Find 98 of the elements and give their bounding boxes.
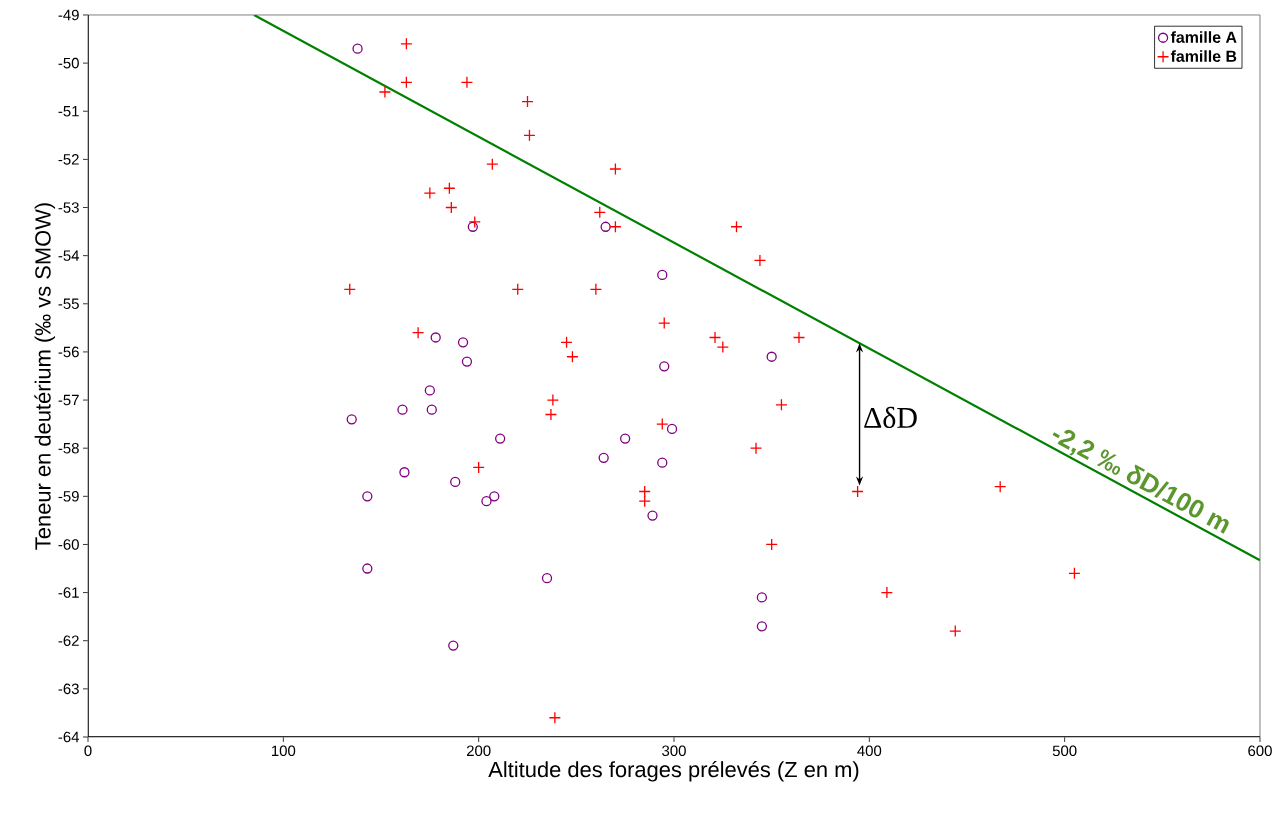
x-axis-title: Altitude des forages prélevés (Z en m) <box>488 760 859 782</box>
point <box>489 491 500 502</box>
point <box>658 316 671 330</box>
point <box>880 586 894 599</box>
point <box>481 495 492 507</box>
point <box>468 215 481 229</box>
y-tick-label: -60 <box>58 539 79 550</box>
point <box>426 404 437 415</box>
x-tick-label: 300 <box>662 745 686 757</box>
point <box>461 356 473 367</box>
y-tick-label: -49 <box>58 9 79 21</box>
point <box>399 467 410 478</box>
point <box>397 404 408 415</box>
x-tick-label: 0 <box>84 745 92 757</box>
point <box>346 414 357 425</box>
point <box>430 332 441 343</box>
point <box>589 283 603 296</box>
point <box>400 76 413 89</box>
point <box>756 592 768 603</box>
x-tick-label: 400 <box>857 745 882 757</box>
point <box>445 201 458 214</box>
point <box>638 485 651 498</box>
point <box>460 76 474 89</box>
point <box>949 624 962 638</box>
y-tick-label: -62 <box>58 635 79 646</box>
point <box>486 158 499 171</box>
point <box>593 206 606 219</box>
x-tick-label: 100 <box>272 745 296 757</box>
point <box>656 417 669 431</box>
legend-label: famille A <box>1170 31 1237 43</box>
y-tick-label: -56 <box>58 346 79 358</box>
point <box>546 393 560 407</box>
point <box>620 433 631 444</box>
y-tick-label: -52 <box>58 154 79 165</box>
point <box>362 491 373 502</box>
point <box>560 336 573 349</box>
point <box>424 385 435 396</box>
point <box>548 711 561 724</box>
legend-label: famille B <box>1170 50 1237 62</box>
point <box>775 398 788 412</box>
point <box>495 433 506 444</box>
point <box>756 621 768 632</box>
y-tick-label: -61 <box>58 587 79 598</box>
y-tick-label: -54 <box>58 250 80 261</box>
point <box>448 640 459 651</box>
point <box>457 337 469 348</box>
point <box>400 37 413 51</box>
point <box>523 129 536 142</box>
point <box>609 220 622 233</box>
point <box>352 43 363 54</box>
point <box>730 220 743 233</box>
x-tick-label: 200 <box>466 745 491 757</box>
point <box>749 442 763 455</box>
y-tick-label: -64 <box>58 731 80 743</box>
point <box>411 326 425 339</box>
point <box>343 283 356 296</box>
point <box>994 480 1007 493</box>
annotation: ΔδD <box>864 406 917 428</box>
point <box>666 423 678 435</box>
y-tick-label: -57 <box>58 394 79 406</box>
point <box>521 95 534 108</box>
point <box>378 85 392 99</box>
point <box>443 182 456 195</box>
point <box>541 572 553 584</box>
point <box>657 457 668 468</box>
point <box>544 408 558 421</box>
point <box>792 331 806 344</box>
point <box>716 340 729 354</box>
point <box>423 186 436 200</box>
point <box>708 331 722 344</box>
point <box>472 461 485 474</box>
point <box>600 221 611 232</box>
point <box>851 485 864 498</box>
point <box>467 221 478 232</box>
point <box>657 269 668 281</box>
y-tick-label: -58 <box>58 442 79 454</box>
point <box>511 283 524 296</box>
point <box>638 494 651 508</box>
y-tick-label: -55 <box>58 298 79 309</box>
point <box>609 162 622 176</box>
y-tick-label: -53 <box>58 202 79 213</box>
point <box>1068 567 1081 580</box>
y-tick-label: -51 <box>58 106 79 117</box>
y-tick-label: -50 <box>58 57 79 69</box>
point <box>362 563 373 574</box>
point <box>566 350 579 363</box>
y-tick-label: -63 <box>58 683 79 695</box>
point <box>753 254 767 267</box>
point <box>659 361 670 372</box>
x-tick-label: 500 <box>1052 745 1077 757</box>
point <box>450 476 461 488</box>
x-tick-label: 600 <box>1248 745 1272 757</box>
y-axis-title: Teneur en deutérium (‰ vs SMOW) <box>34 203 56 550</box>
point <box>765 538 778 551</box>
point <box>647 510 658 521</box>
y-tick-label: -59 <box>58 491 79 502</box>
point <box>766 351 777 362</box>
point <box>598 452 609 463</box>
